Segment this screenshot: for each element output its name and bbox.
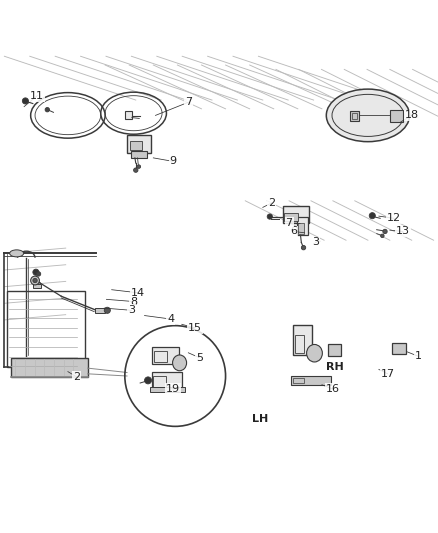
Bar [293,378,304,383]
Text: 2: 2 [73,372,80,382]
Text: 1: 1 [415,351,422,361]
Text: 19: 19 [166,384,180,394]
Bar [297,217,308,235]
Bar [154,351,167,362]
Text: 12: 12 [387,213,401,223]
Circle shape [134,168,138,172]
Circle shape [369,213,375,219]
Text: RH: RH [326,362,344,372]
Text: 9: 9 [170,156,177,166]
Bar [291,376,331,385]
Text: 5: 5 [196,353,203,362]
Text: 7: 7 [286,217,293,228]
Ellipse shape [10,250,24,257]
Circle shape [301,246,306,250]
Bar [392,343,406,354]
Bar [352,113,357,119]
Text: 4: 4 [167,314,174,324]
Bar [328,344,341,356]
Circle shape [267,214,272,219]
Bar [298,223,304,234]
Ellipse shape [173,355,187,371]
Circle shape [137,165,141,168]
Circle shape [383,229,387,233]
Bar [33,284,41,287]
Bar [284,213,298,221]
Text: 6: 6 [290,227,297,237]
Circle shape [33,278,37,282]
Text: 16: 16 [326,384,340,394]
Ellipse shape [307,344,322,362]
Text: 15: 15 [188,323,202,333]
Text: 18: 18 [405,110,419,120]
Circle shape [104,307,110,313]
Text: 11: 11 [30,91,44,101]
Circle shape [36,272,41,276]
Circle shape [33,269,39,275]
Bar [131,151,147,158]
Text: 8: 8 [130,296,137,306]
Text: 17: 17 [381,369,395,379]
Bar [95,308,105,313]
Text: 13: 13 [396,227,410,237]
Bar [11,359,88,377]
Bar [7,290,85,367]
Bar [390,110,403,122]
Bar [127,135,151,152]
Bar [153,376,166,387]
Circle shape [145,377,152,384]
Bar [130,141,142,150]
Text: 3: 3 [312,237,319,247]
Bar [152,373,182,388]
Bar [283,206,309,223]
Bar [350,110,359,121]
Text: 3: 3 [128,305,135,316]
Circle shape [381,234,384,238]
Bar [293,325,312,355]
Text: LH: LH [252,414,269,424]
Circle shape [45,108,49,112]
Text: 2: 2 [268,198,275,208]
Bar [152,347,179,364]
Bar [295,335,304,353]
Text: 7: 7 [185,97,192,107]
Text: 14: 14 [131,288,145,298]
Circle shape [31,276,39,285]
Circle shape [22,98,28,104]
Bar [125,110,132,119]
Ellipse shape [326,89,410,142]
Bar [150,386,185,392]
